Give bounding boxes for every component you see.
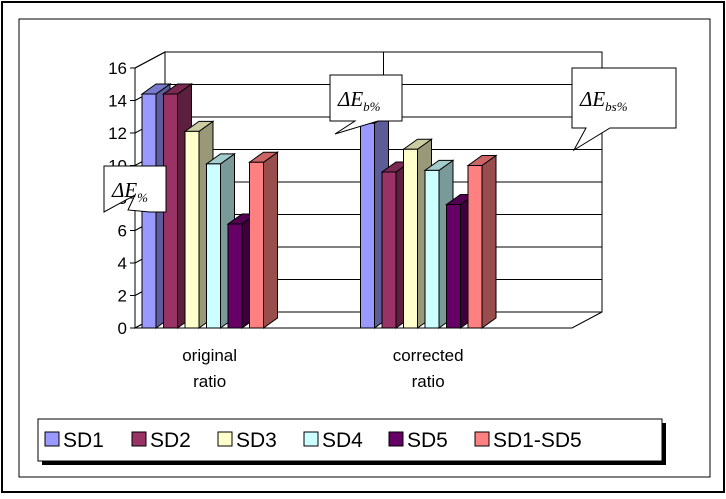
bar bbox=[184, 130, 200, 329]
bar bbox=[424, 169, 440, 329]
legend-label: SD3 bbox=[236, 429, 277, 452]
legend-swatch bbox=[303, 431, 319, 447]
y-tick-label: 14 bbox=[108, 92, 127, 111]
bar bbox=[360, 122, 375, 329]
legend-label: SD5 bbox=[407, 429, 448, 452]
bar-side bbox=[481, 154, 497, 329]
legend-swatch bbox=[474, 431, 490, 447]
bar bbox=[446, 204, 461, 329]
legend-label: SD1-SD5 bbox=[493, 429, 582, 452]
x-tick-label: corrected bbox=[393, 346, 464, 365]
y-tick-label: 6 bbox=[118, 222, 127, 241]
callout-box bbox=[329, 74, 403, 135]
callout-subscript: b% bbox=[363, 99, 381, 114]
chart-inner-border bbox=[18, 18, 711, 478]
callout-text: ΔEb% bbox=[337, 87, 381, 114]
x-tick-label: ratio bbox=[412, 372, 445, 391]
callout-subscript: % bbox=[137, 190, 148, 205]
bar-side bbox=[263, 151, 278, 329]
y-tick-label: 0 bbox=[118, 319, 127, 338]
callout-symbol: ΔE bbox=[337, 87, 363, 111]
callout-subscript: bs% bbox=[605, 99, 628, 114]
y-tick-label: 12 bbox=[108, 124, 127, 143]
callout: ΔEb% bbox=[329, 74, 403, 135]
y-tick-label: 2 bbox=[118, 287, 127, 306]
callout-symbol: ΔE bbox=[579, 87, 605, 111]
bar bbox=[249, 161, 264, 329]
legend-label: SD2 bbox=[150, 429, 191, 452]
callout-symbol: ΔE bbox=[111, 178, 137, 202]
gridline bbox=[134, 51, 602, 69]
callout-text: ΔEbs% bbox=[579, 87, 628, 114]
bar bbox=[467, 165, 483, 329]
y-tick-label: 4 bbox=[118, 254, 127, 273]
callout-box bbox=[103, 165, 167, 213]
legend-label: SD4 bbox=[322, 429, 363, 452]
callout: ΔE% bbox=[103, 165, 167, 213]
x-tick-label: original bbox=[182, 346, 237, 365]
callout-text: ΔE% bbox=[111, 178, 148, 205]
legend-swatch bbox=[388, 431, 404, 447]
bar bbox=[381, 171, 397, 329]
legend-label: SD1 bbox=[63, 429, 104, 452]
y-tick-label: 16 bbox=[108, 59, 127, 78]
x-tick-label: ratio bbox=[193, 372, 226, 391]
bar bbox=[227, 223, 243, 329]
legend-swatch bbox=[217, 431, 233, 447]
callout-box bbox=[571, 67, 677, 152]
legend-swatch bbox=[44, 431, 60, 447]
legend-swatch bbox=[131, 431, 147, 447]
bar bbox=[403, 148, 418, 329]
callout: ΔEbs% bbox=[571, 67, 677, 152]
bar bbox=[206, 163, 221, 329]
